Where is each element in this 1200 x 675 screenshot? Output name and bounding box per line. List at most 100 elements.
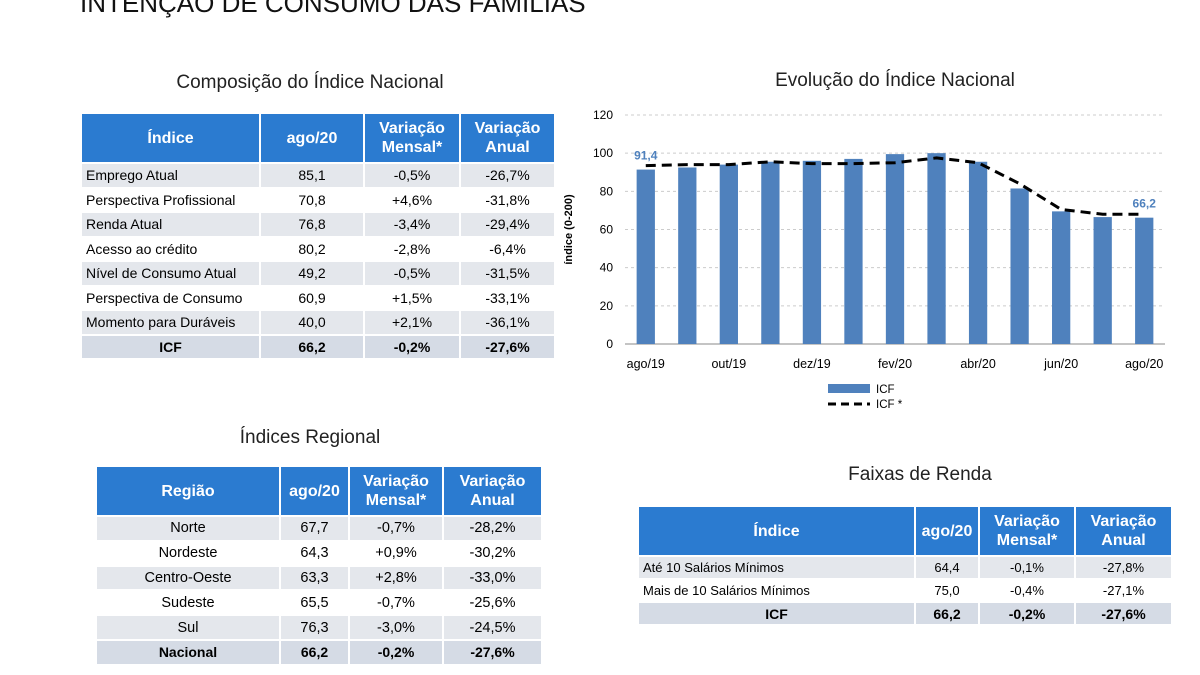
table-cell: -29,4% <box>459 211 556 238</box>
table-cell: -0,4% <box>978 578 1076 603</box>
table-cell: -0,2% <box>978 601 1076 626</box>
table-cell: 49,2 <box>259 260 365 287</box>
line <box>645 156 1145 216</box>
table-title: Índices Regional <box>239 427 381 448</box>
table-cell: -0,5% <box>363 162 461 189</box>
table-row: Nível de Consumo Atual 49,2 -0,5% -31,5% <box>80 260 556 287</box>
table-row: Perspectiva de Consumo 60,9 +1,5% -33,1% <box>80 284 556 311</box>
table-row: Nacional 66,2 -0,2% -27,6% <box>95 638 543 666</box>
bar <box>844 158 863 344</box>
table-cell: -3,4% <box>363 211 461 238</box>
legend-label: ICF * <box>876 399 903 411</box>
table-cell: 80,2 <box>259 235 365 262</box>
legend-swatch <box>828 384 870 393</box>
bar <box>719 164 738 344</box>
table-cell: -0,5% <box>363 260 461 287</box>
table-cell: 66,2 <box>914 601 980 626</box>
x-tick-label: ago/19 <box>627 357 665 371</box>
header-cell: Variação Anual <box>459 112 556 164</box>
table-cell: ICF <box>80 333 261 360</box>
table-cell: -33,1% <box>459 284 556 311</box>
data-label: 91,4 <box>634 149 658 163</box>
table-cell: 65,5 <box>279 589 350 617</box>
header-cell: Região <box>95 465 281 517</box>
bar <box>802 160 822 344</box>
table-cell: -33,0% <box>442 564 543 592</box>
table-cell: 63,3 <box>279 564 350 592</box>
table-cell: -31,8% <box>459 186 556 213</box>
header-row: Índice ago/20 Variação Mensal* Variação Anu… <box>80 112 556 164</box>
header-cell: Variação Mensal* <box>363 112 461 164</box>
table-cell: Acesso ao crédito <box>80 235 261 262</box>
x-tick-label: jun/20 <box>1043 357 1078 371</box>
x-tick-label: ago/20 <box>1125 357 1163 371</box>
table-row: Norte 67,7 -0,7% -28,2% <box>95 515 543 542</box>
table-cell: -26,7% <box>459 162 556 189</box>
header-cell: ago/20 <box>914 505 980 557</box>
table-cell: Nordeste <box>95 539 281 567</box>
page-title: INTENÇÃO DE CONSUMO DAS FAMÍLIAS <box>80 0 586 18</box>
table-row: Até 10 Salários Mínimos 64,4 -0,1% -27,8% <box>637 555 1173 580</box>
table-cell: 40,0 <box>259 309 365 336</box>
bar <box>927 153 946 344</box>
table-row: Sudeste 65,5 -0,7% -25,6% <box>95 589 543 617</box>
table-cell: Emprego Atual <box>80 162 261 189</box>
table-row: ICF 66,2 -0,2% -27,6% <box>637 601 1173 626</box>
table-cell: -3,0% <box>348 614 444 641</box>
header-cell: Variação Mensal* <box>348 465 444 517</box>
table-cell: +4,6% <box>363 186 461 213</box>
y-tick-label: 100 <box>593 146 613 160</box>
x-tick-label: out/19 <box>711 357 746 371</box>
table-cell: Até 10 Salários Mínimos <box>637 555 916 580</box>
table-cell: +2,8% <box>348 564 444 592</box>
table-cell: -27,6% <box>1074 601 1173 626</box>
table-cell: Nível de Consumo Atual <box>80 260 261 287</box>
bar <box>885 154 905 344</box>
table-cell: +1,5% <box>363 284 461 311</box>
table: Índice ago/20 Variação Mensal* Variação Anu… <box>80 112 556 360</box>
table-cell: Sul <box>95 614 281 641</box>
bar <box>761 161 780 344</box>
data-label: 66,2 <box>1133 197 1157 211</box>
table-cell: 60,9 <box>259 284 365 311</box>
x-tick-label: fev/20 <box>878 357 912 371</box>
x-tick-label: abr/20 <box>960 357 995 371</box>
table-cell: Mais de 10 Salários Mínimos <box>637 578 916 603</box>
table-cell: 66,2 <box>279 638 350 666</box>
table-cell: Nacional <box>95 638 281 666</box>
table-cell: 67,7 <box>279 515 350 542</box>
header-cell: Índice <box>637 505 916 557</box>
table-cell: -27,8% <box>1074 555 1173 580</box>
table-cell: +0,9% <box>348 539 444 567</box>
chart-title: Evolução do Índice Nacional <box>775 70 1015 91</box>
table-cell: -27,6% <box>459 333 556 360</box>
table-row: Mais de 10 Salários Mínimos 75,0 -0,4% -27,… <box>637 578 1173 603</box>
table-cell: -0,7% <box>348 515 444 542</box>
table-title: Composição do Índice Nacional <box>176 72 444 93</box>
table-row: Perspectiva Profissional 70,8 +4,6% -31,8% <box>80 186 556 213</box>
table-cell: -6,4% <box>459 235 556 262</box>
header-cell: Variação Mensal* <box>978 505 1076 557</box>
table-cell: -25,6% <box>442 589 543 617</box>
table-cell: Sudeste <box>95 589 281 617</box>
table-row: Nordeste 64,3 +0,9% -30,2% <box>95 539 543 567</box>
table-cell: -36,1% <box>459 309 556 336</box>
table-cell: -31,5% <box>459 260 556 287</box>
bar <box>636 169 655 344</box>
header-cell: Variação Anual <box>442 465 543 517</box>
table-cell: 66,2 <box>259 333 365 360</box>
table-cell: -0,1% <box>978 555 1076 580</box>
table-cell: -27,1% <box>1074 578 1173 603</box>
y-tick-label: 80 <box>600 184 614 198</box>
table-cell: 64,4 <box>914 555 980 580</box>
table-cell: Centro-Oeste <box>95 564 281 592</box>
table-cell: +2,1% <box>363 309 461 336</box>
header-row: Região ago/20 Variação Mensal* Variação Anu… <box>95 465 543 517</box>
table-cell: -28,2% <box>442 515 543 542</box>
table-cell: 76,8 <box>259 211 365 238</box>
table-row: ICF 66,2 -0,2% -27,6% <box>80 333 556 360</box>
table-cell: -0,7% <box>348 589 444 617</box>
table-cell: -0,2% <box>363 333 461 360</box>
bar <box>1052 211 1071 344</box>
y-tick-label: 40 <box>600 261 614 275</box>
